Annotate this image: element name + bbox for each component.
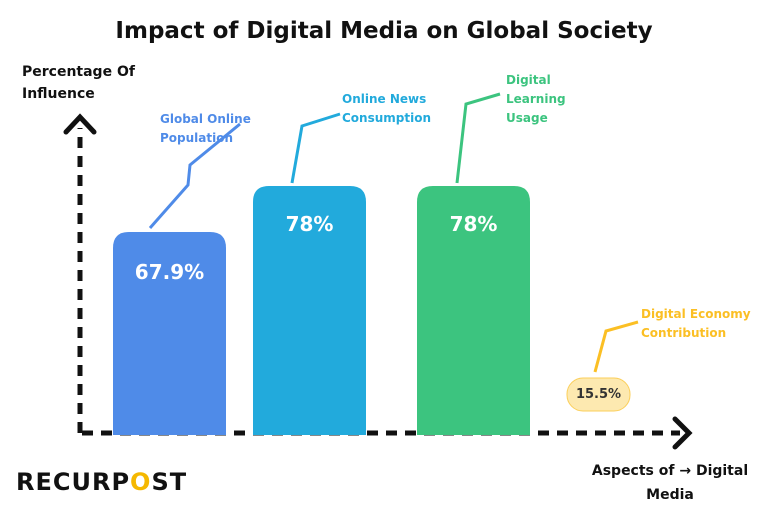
bar-2 [417,186,530,435]
data-label: 78% [285,212,334,236]
category-label: Digital Economy Contribution [641,307,751,340]
data-label: 15.5% [575,387,622,402]
category-label: Digital Learning Usage [506,73,566,125]
y-axis-label: Percentage Of Influence [22,64,135,102]
x-axis-arrow [672,416,693,450]
data-label: 78% [449,212,498,236]
x-axis-label: Aspects of → Digital Media [591,463,749,503]
callout-line [290,112,341,184]
recurpost-logo: RECURPOST [16,468,188,496]
callout-line [148,122,241,229]
bar-3 [566,377,631,412]
data-label: 67.9% [134,260,205,284]
y-axis-arrow [63,113,97,135]
chart-title: Impact of Digital Media on Global Societ… [115,18,653,44]
bar-1 [253,186,366,435]
bar-0 [113,232,226,435]
category-label: Online News Consumption [342,92,432,125]
callout-line [593,320,639,373]
category-label: Global Online Population [160,112,251,145]
callout-line [455,92,501,184]
